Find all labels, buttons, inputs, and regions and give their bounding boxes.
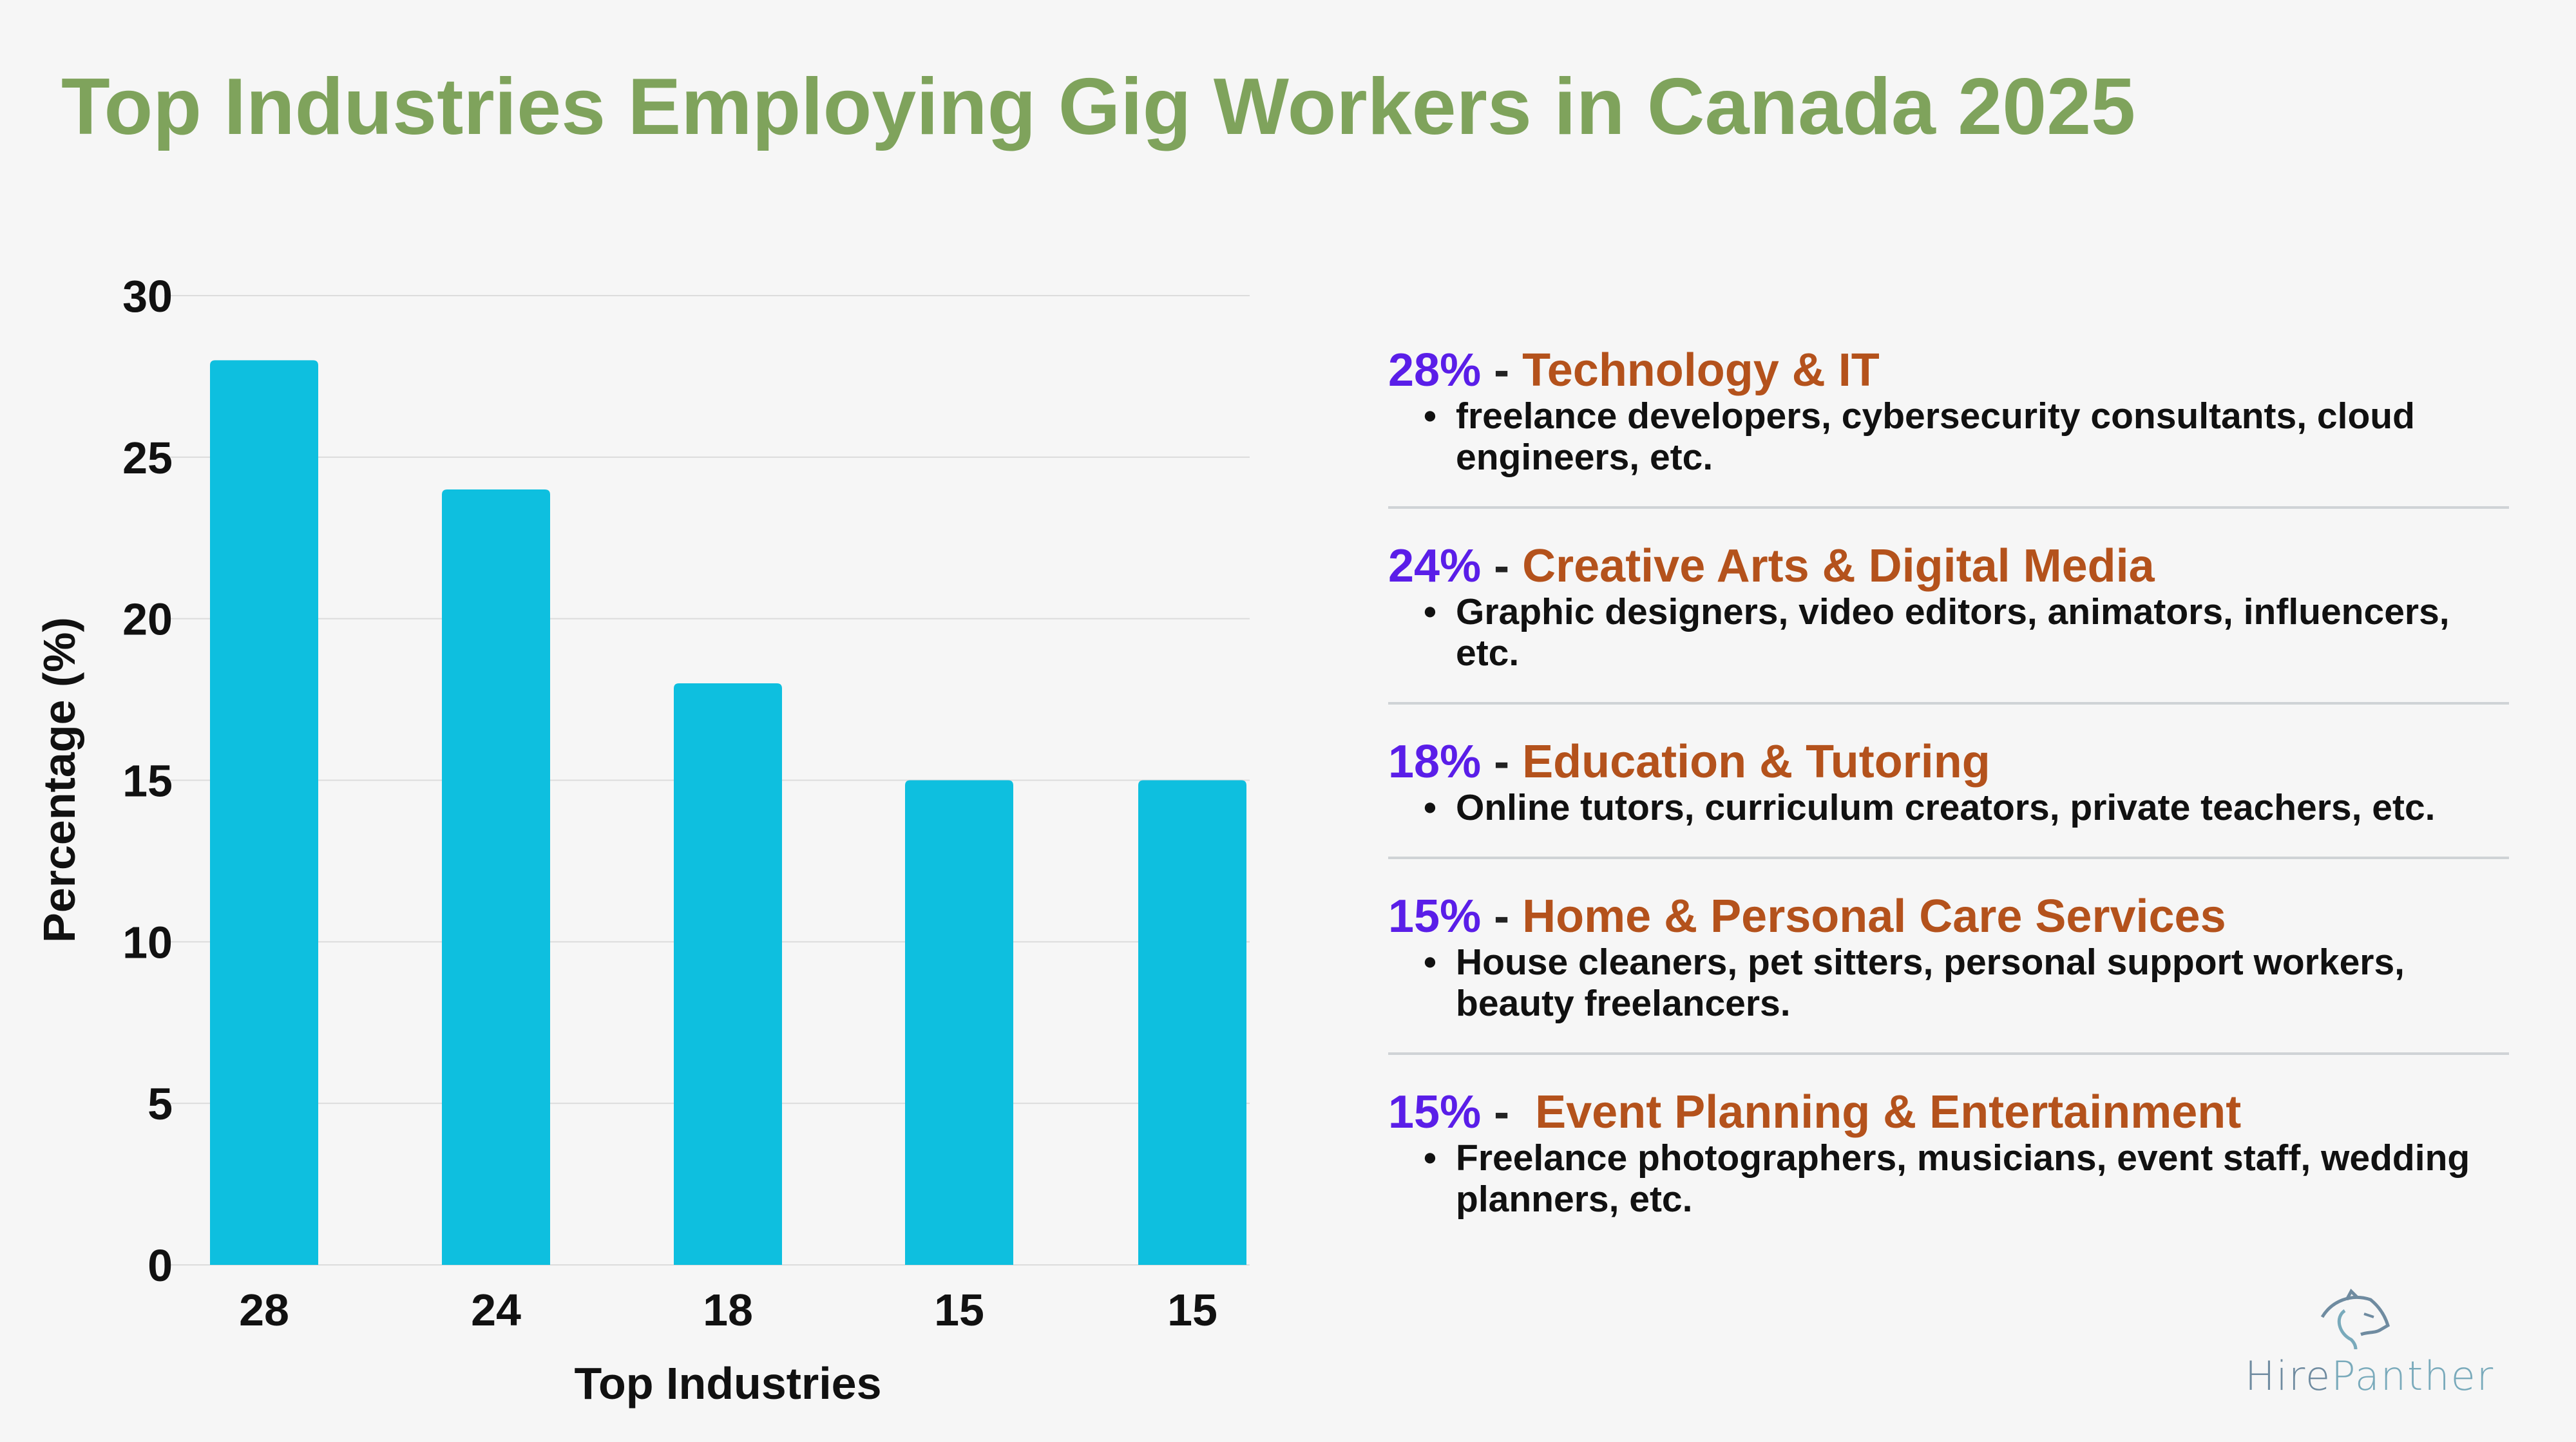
divider bbox=[1388, 1052, 2509, 1055]
x-axis-label: Top Industries bbox=[574, 1358, 881, 1409]
legend-item: 15% - Event Planning & EntertainmentFree… bbox=[1388, 1083, 2509, 1220]
legend-category: Education & Tutoring bbox=[1522, 736, 1990, 788]
legend-percent: 24% bbox=[1388, 540, 1482, 592]
x-tick-label: 15 bbox=[934, 1285, 984, 1335]
logo-text-hire: Hire bbox=[2245, 1352, 2332, 1399]
bar bbox=[210, 360, 318, 1266]
y-tick-label: 10 bbox=[122, 917, 173, 967]
legend-description: Graphic designers, video editors, animat… bbox=[1388, 591, 2509, 674]
legend-description: Online tutors, curriculum creators, priv… bbox=[1388, 787, 2509, 828]
legend-heading: 15% - Home & Personal Care Services bbox=[1388, 887, 2509, 945]
legend-description: House cleaners, pet sitters, personal su… bbox=[1388, 942, 2509, 1024]
legend-heading: 18% - Education & Tutoring bbox=[1388, 733, 2509, 791]
legend-item: 28% - Technology & ITfreelance developer… bbox=[1388, 341, 2509, 478]
x-tick-label: 24 bbox=[471, 1285, 521, 1335]
x-tick-label: 18 bbox=[703, 1285, 753, 1335]
hirepanther-logo: HirePanther bbox=[2245, 1288, 2503, 1404]
bar bbox=[905, 780, 1013, 1265]
y-tick-label: 20 bbox=[122, 594, 173, 645]
x-tick-label: 28 bbox=[239, 1285, 289, 1335]
legend-heading: 15% - Event Planning & Entertainment bbox=[1388, 1083, 2509, 1141]
legend-separator: - bbox=[1481, 345, 1523, 396]
y-tick-labels: 0 5 10 15 20 25 30 bbox=[122, 271, 173, 1291]
legend-category: Creative Arts & Digital Media bbox=[1522, 540, 2155, 592]
x-tick-label: 15 bbox=[1167, 1285, 1217, 1335]
legend-item: 15% - Home & Personal Care ServicesHouse… bbox=[1388, 887, 2509, 1024]
bars bbox=[210, 360, 1246, 1266]
x-tick-labels: 28 24 18 15 15 bbox=[239, 1285, 1217, 1335]
legend-item: 24% - Creative Arts & Digital MediaGraph… bbox=[1388, 537, 2509, 674]
legend-description: Freelance photographers, musicians, even… bbox=[1388, 1137, 2509, 1220]
legend-percent: 15% bbox=[1388, 1086, 1482, 1138]
legend-category: Technology & IT bbox=[1522, 345, 1880, 396]
divider bbox=[1388, 857, 2509, 859]
legend-description: freelance developers, cybersecurity cons… bbox=[1388, 395, 2509, 478]
legend-percent: 28% bbox=[1388, 345, 1482, 396]
legend-separator: - bbox=[1481, 1086, 1536, 1138]
bar bbox=[1138, 780, 1246, 1265]
legend-separator: - bbox=[1481, 540, 1523, 592]
legend-heading: 24% - Creative Arts & Digital Media bbox=[1388, 537, 2509, 595]
y-tick-label: 25 bbox=[122, 433, 173, 483]
legend-separator: - bbox=[1481, 736, 1523, 788]
legend-percent: 18% bbox=[1388, 736, 1482, 788]
legend-category: Home & Personal Care Services bbox=[1522, 891, 2226, 942]
divider bbox=[1388, 702, 2509, 705]
legend-category: Event Planning & Entertainment bbox=[1535, 1086, 2242, 1138]
logo-text-panther: Panther bbox=[2331, 1352, 2495, 1399]
legend-panel: 28% - Technology & ITfreelance developer… bbox=[1388, 341, 2509, 1220]
legend-heading: 28% - Technology & IT bbox=[1388, 341, 2509, 399]
bar bbox=[674, 683, 782, 1265]
bar bbox=[442, 489, 550, 1265]
y-tick-label: 5 bbox=[148, 1079, 173, 1129]
bar-chart: 0 5 10 15 20 25 30 28 24 18 15 15 Top Industries P… bbox=[34, 271, 1250, 1409]
y-tick-label: 0 bbox=[148, 1240, 173, 1291]
divider bbox=[1388, 506, 2509, 509]
legend-percent: 15% bbox=[1388, 891, 1482, 942]
legend-item: 18% - Education & TutoringOnline tutors,… bbox=[1388, 733, 2509, 828]
y-tick-label: 30 bbox=[122, 271, 173, 321]
legend-separator: - bbox=[1481, 891, 1523, 942]
y-axis-label: Percentage (%) bbox=[34, 617, 84, 943]
chart-title: Top Industries Employing Gig Workers in … bbox=[61, 62, 2136, 151]
y-tick-label: 15 bbox=[122, 756, 173, 806]
panther-head-icon bbox=[2320, 1288, 2390, 1349]
